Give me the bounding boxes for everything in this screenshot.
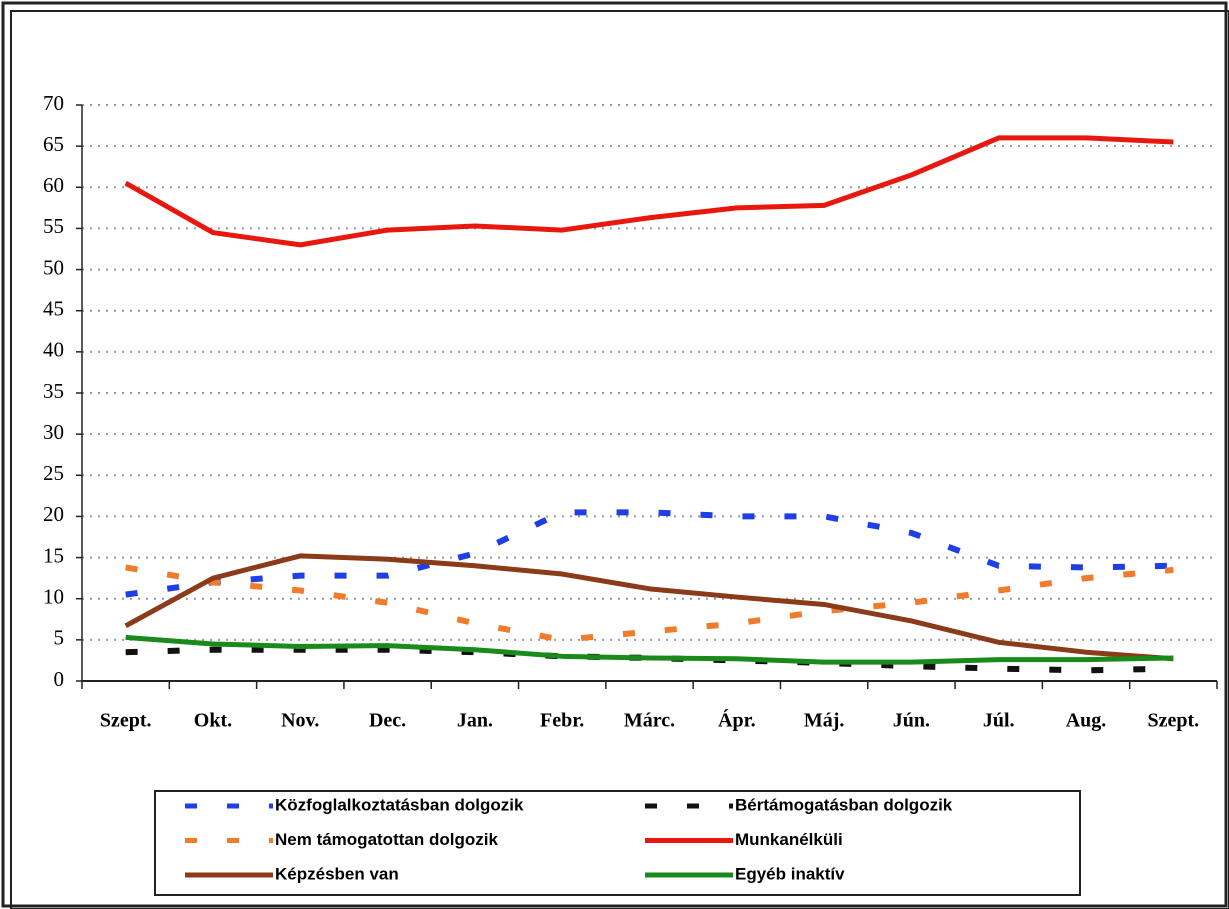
legend-label: Bértámogatásban dolgozik xyxy=(735,795,953,814)
y-tick-label: 40 xyxy=(43,338,64,362)
inner-frame xyxy=(10,10,1229,909)
y-tick-label: 60 xyxy=(43,173,64,197)
y-tick-label: 10 xyxy=(43,585,64,609)
legend-label: Egyéb inaktív xyxy=(735,864,845,883)
x-tick-label: Szept. xyxy=(1148,710,1200,732)
x-tick-label: Márc. xyxy=(624,710,675,732)
y-tick-label: 50 xyxy=(43,255,64,279)
x-tick-label: Jún. xyxy=(893,710,930,732)
y-tick-label: 65 xyxy=(43,132,64,156)
x-tick-label: Dec. xyxy=(369,710,406,732)
legend-label: Munkanélküli xyxy=(735,830,843,849)
x-tick-label: Nov. xyxy=(281,710,319,732)
x-tick-label: Aug. xyxy=(1066,710,1107,732)
line-series xyxy=(125,564,1174,643)
x-tick-label: Jan. xyxy=(457,710,493,732)
x-tick-label: Febr. xyxy=(540,710,584,732)
y-tick-label: 35 xyxy=(43,379,64,403)
y-tick-label: 0 xyxy=(54,667,65,691)
line-series xyxy=(124,135,1174,248)
line-series xyxy=(125,634,1174,665)
x-tick-label: Okt. xyxy=(194,710,232,732)
y-tick-label: 25 xyxy=(43,461,64,485)
legend-box xyxy=(154,790,1081,896)
x-tick-label: Ápr. xyxy=(718,709,756,732)
legend-label: Közfoglalkoztatásban dolgozik xyxy=(275,795,524,814)
line-series xyxy=(125,509,1174,598)
y-tick-label: 70 xyxy=(43,91,64,115)
x-tick-label: Júl. xyxy=(983,710,1015,732)
y-tick-label: 30 xyxy=(43,420,64,444)
y-tick-label: 45 xyxy=(43,297,64,321)
x-tick-label: Szept. xyxy=(100,710,152,732)
line-series xyxy=(124,553,1174,662)
legend-label: Nem támogatottan dolgozik xyxy=(275,830,498,849)
y-tick-label: 55 xyxy=(43,214,64,238)
y-tick-label: 5 xyxy=(54,626,65,650)
y-tick-label: 15 xyxy=(43,543,64,567)
line-series xyxy=(125,646,1174,674)
x-tick-label: Máj. xyxy=(804,710,845,732)
y-tick-label: 20 xyxy=(43,502,64,526)
legend-label: Képzésben van xyxy=(275,864,399,883)
